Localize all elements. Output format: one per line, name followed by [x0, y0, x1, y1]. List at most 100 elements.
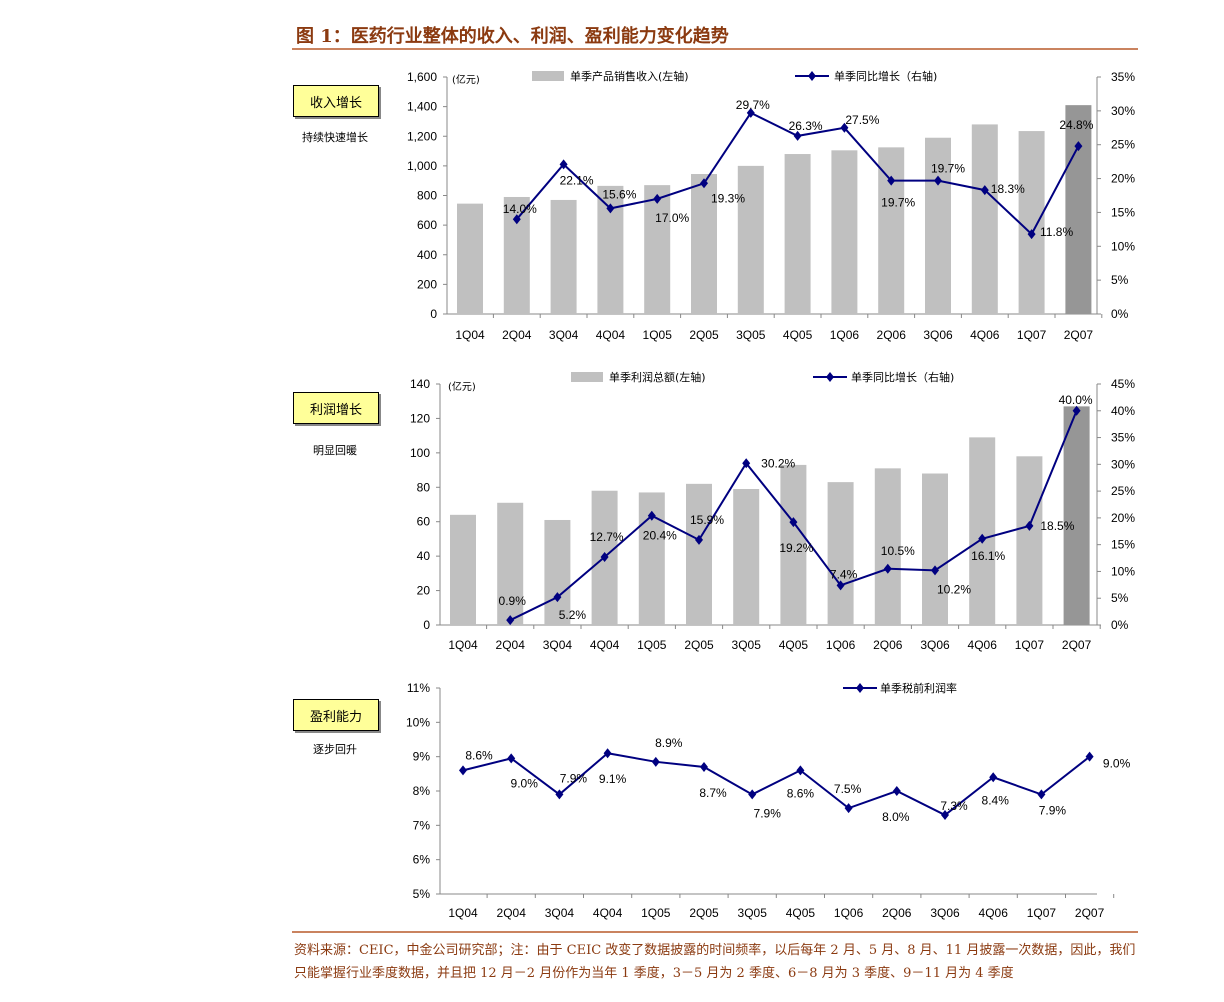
right-tick-label: 15%: [1111, 205, 1135, 219]
data-label: 10.5%: [881, 544, 915, 558]
x-tick-label: 2Q06: [877, 328, 907, 342]
data-point-marker: [1027, 229, 1036, 240]
left-tick-label: 80: [417, 480, 431, 494]
bar: [686, 483, 712, 625]
data-point-marker: [603, 748, 612, 759]
data-label: 18.3%: [991, 182, 1025, 196]
x-tick-label: 4Q06: [970, 328, 1000, 342]
left-tick-label: 10%: [406, 715, 430, 729]
data-label: 19.7%: [881, 196, 915, 210]
x-tick-label: 1Q07: [1017, 328, 1047, 342]
data-point-marker: [840, 122, 849, 133]
data-label: 19.3%: [711, 191, 745, 205]
data-label: 18.5%: [1040, 519, 1074, 533]
bar: [737, 165, 764, 314]
data-label: 8.6%: [465, 748, 493, 762]
bar: [780, 464, 807, 625]
data-label: 29.7%: [736, 98, 770, 112]
data-label: 7.5%: [834, 782, 862, 796]
bar: [1016, 456, 1043, 625]
x-tick-label: 3Q05: [736, 328, 766, 342]
data-label: 8.9%: [655, 736, 683, 750]
bar: [925, 137, 951, 314]
left-tick-label: 6%: [413, 853, 431, 867]
right-tick-label: 35%: [1111, 70, 1135, 84]
x-tick-label: 3Q06: [923, 328, 953, 342]
bar: [969, 437, 996, 625]
data-point-marker: [980, 185, 989, 196]
left-tick-label: 60: [417, 515, 431, 529]
data-point-marker: [793, 130, 802, 141]
bar: [1065, 105, 1092, 314]
x-tick-label: 1Q07: [1015, 638, 1045, 652]
x-tick-label: 1Q05: [643, 328, 673, 342]
profit-growth-subtitle: 明显回暖: [313, 444, 357, 457]
x-tick-label: 2Q04: [502, 328, 532, 342]
data-point-marker: [844, 803, 853, 814]
data-point-marker: [606, 203, 615, 214]
left-tick-label: 0: [430, 307, 437, 321]
legend-label: 单季同比增长（右轴): [851, 370, 954, 384]
data-point-marker: [836, 580, 845, 591]
data-label: 16.1%: [971, 549, 1005, 563]
data-point-marker: [1072, 405, 1081, 416]
x-tick-label: 4Q05: [786, 906, 816, 920]
data-label: 15.6%: [602, 187, 636, 201]
bar: [878, 147, 905, 314]
right-tick-label: 40%: [1111, 404, 1135, 418]
data-point-marker: [746, 107, 755, 118]
data-point-marker: [742, 458, 751, 469]
x-tick-label: 1Q04: [448, 906, 478, 920]
x-tick-label: 3Q06: [920, 638, 950, 652]
legend-marker: [808, 71, 816, 81]
left-tick-label: 600: [417, 218, 437, 232]
right-tick-label: 10%: [1111, 239, 1135, 253]
left-tick-label: 11%: [407, 681, 430, 695]
right-tick-label: 15%: [1111, 538, 1135, 552]
left-tick-label: 40: [417, 549, 431, 563]
data-point-marker: [796, 765, 805, 776]
data-point-marker: [934, 175, 942, 186]
bar: [827, 482, 854, 625]
bar: [784, 154, 811, 314]
right-tick-label: 30%: [1111, 104, 1135, 118]
legend-label: 单季同比增长（右轴): [834, 69, 937, 83]
data-point-marker: [1025, 520, 1034, 531]
figure-title: 图 1：医药行业整体的收入、利润、盈利能力变化趋势: [296, 25, 729, 47]
x-tick-label: 2Q07: [1075, 906, 1105, 920]
right-tick-label: 5%: [1111, 591, 1129, 605]
data-label: 19.2%: [779, 541, 813, 555]
bar: [450, 514, 476, 625]
x-tick-label: 2Q05: [689, 906, 719, 920]
source-note: 资料来源：CEIC，中金公司研究部；注：由于 CEIC 改变了数据披露的时间频率…: [294, 943, 1136, 981]
data-point-marker: [883, 563, 892, 574]
left-tick-label: 100: [410, 446, 430, 460]
data-point-marker: [978, 533, 987, 544]
data-label: 11.8%: [1040, 225, 1073, 239]
x-tick-label: 4Q06: [968, 638, 998, 652]
data-point-marker: [600, 551, 609, 562]
right-tick-label: 45%: [1111, 377, 1135, 391]
data-label: 7.9%: [754, 806, 782, 820]
bar: [922, 473, 948, 625]
data-point-marker: [507, 753, 516, 764]
data-point-marker: [555, 789, 564, 800]
data-label: 10.2%: [937, 582, 971, 596]
x-tick-label: 2Q04: [497, 906, 527, 920]
left-tick-label: 800: [417, 189, 437, 203]
x-tick-label: 1Q05: [641, 906, 671, 920]
data-point-marker: [887, 175, 896, 186]
bar: [831, 150, 858, 314]
right-tick-label: 20%: [1111, 172, 1135, 186]
x-tick-label: 3Q04: [549, 328, 579, 342]
left-tick-label: 7%: [413, 818, 431, 832]
right-tick-label: 20%: [1111, 511, 1135, 525]
bar: [971, 124, 998, 315]
right-tick-label: 5%: [1111, 273, 1129, 287]
data-point-marker: [553, 592, 562, 603]
data-point-marker: [512, 214, 521, 225]
right-tick-label: 35%: [1111, 431, 1135, 445]
data-label: 14.0%: [503, 202, 537, 216]
data-point-marker: [647, 510, 656, 521]
data-point-marker: [700, 178, 708, 189]
